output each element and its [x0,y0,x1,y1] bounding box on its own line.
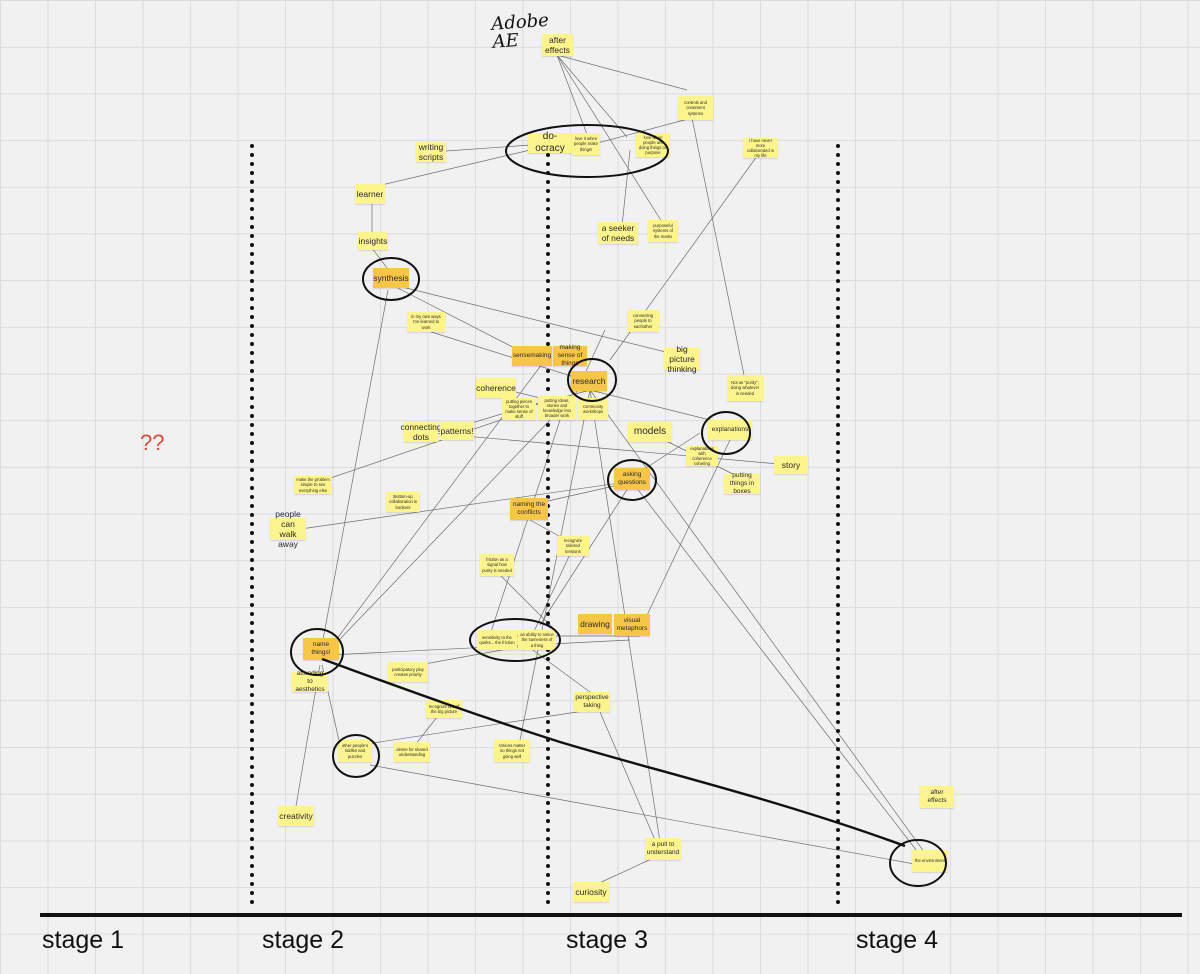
sticky-note[interactable]: connecting people to eachother [627,310,659,332]
sticky-note[interactable]: participatory play creates priority [388,662,428,682]
sticky-note[interactable]: love it when people make things! [572,133,600,155]
stage-2-label: stage 2 [262,926,345,954]
question-marks-annotation: ?? [140,430,165,455]
timeline-axis [40,913,1182,917]
sticky-note[interactable]: love when people are doing things on pur… [636,133,670,157]
stage-3-label: stage 3 [566,926,649,954]
sticky-note[interactable]: make the problem simple to see everythin… [294,476,332,494]
sticky-note[interactable]: Not as "purity", doing whatever is neede… [727,375,763,401]
sticky-note[interactable]: friction as a signal how purity is neede… [480,554,514,576]
sticky-note[interactable]: name things! [303,638,339,660]
sticky-note[interactable]: synthesis [373,268,409,288]
sticky-note[interactable]: controls and creatment systems [678,96,713,120]
sticky-note[interactable]: visual metaphors [614,614,650,636]
sticky-note[interactable]: putting things in boxes [724,472,760,495]
sticky-note[interactable]: asking questions [614,468,650,490]
circle-sensitivity [469,618,561,662]
circle-explanations [701,411,751,455]
sticky-note[interactable]: research [571,371,607,391]
sticky-note[interactable]: a pull to understand [645,838,681,860]
sticky-note[interactable]: do-ocracy [528,131,572,154]
stage-1-label: stage 1 [42,926,125,954]
sticky-note[interactable]: making sense of things [553,344,587,367]
circle-asking-questions [607,459,657,501]
sticky-note[interactable]: patterns! [440,422,474,440]
sticky-note[interactable]: a seeker of needs [598,222,638,244]
bold-connector-line [321,657,906,848]
sticky-note[interactable]: recognize tailored tensions [557,536,589,556]
sticky-note[interactable]: coherence [476,378,516,398]
stage-4-label: stage 4 [856,926,939,954]
sticky-note[interactable]: an ability to notice the sameness of a t… [518,630,556,650]
sticky-note[interactable]: purposeful systems of the matrix [648,220,678,242]
sticky-note[interactable]: recognize bits of the big picture [426,700,462,718]
sticky-note[interactable]: Bottom-up collaboration is bonkers [386,492,420,512]
sticky-note[interactable]: community workshops [578,398,608,420]
sticky-note[interactable]: explanations [708,420,752,440]
sticky-note[interactable]: insights [358,232,388,250]
sticky-note[interactable]: naming the conflicts [510,498,548,520]
sticky-note[interactable]: explanations with coherence cohering [686,446,718,466]
sticky-note[interactable]: learner [355,184,385,204]
circle-synthesis [362,257,420,301]
sticky-note[interactable]: drawing [578,614,612,634]
sticky-note[interactable]: the environment [912,850,948,872]
sticky-note[interactable]: in my own ways I've learned to work [407,312,445,332]
sticky-note[interactable]: models [628,422,672,442]
sticky-note[interactable]: writing scripts [416,142,446,162]
sticky-note[interactable]: perspective taking [574,692,610,712]
circle-do-ocracy [505,124,669,178]
sticky-note[interactable]: after effects [920,786,954,808]
sticky-note[interactable]: Visions matter so things not going well [494,740,530,762]
sticky-note[interactable]: big picture thinking [664,344,700,374]
sticky-note[interactable]: other people's riddles and puzzles [338,740,372,762]
sticky-note[interactable]: sensitivity to the quirks... the frictio… [477,630,517,650]
sticky-note[interactable]: desire for shared understanding [394,742,430,762]
sticky-note[interactable]: putting pieces together to make sense of… [502,398,536,420]
sticky-note[interactable]: creativity [278,806,314,826]
circle-other-peoples [332,734,380,778]
sticky-note[interactable]: I have never more collaborated in my lif… [743,138,778,158]
circle-name-things [290,628,344,676]
sticky-note[interactable]: connecting dots [400,421,442,442]
circle-research [567,358,617,402]
sticky-note[interactable]: after effects [542,34,573,56]
sticky-note[interactable]: curiosity [573,882,609,902]
sticky-note[interactable]: putting ideas, stories and knowledge int… [538,396,576,420]
sticky-note[interactable]: story [774,456,808,474]
sticky-note[interactable]: sensemaking [512,346,552,366]
circle-the-environment [889,839,947,887]
